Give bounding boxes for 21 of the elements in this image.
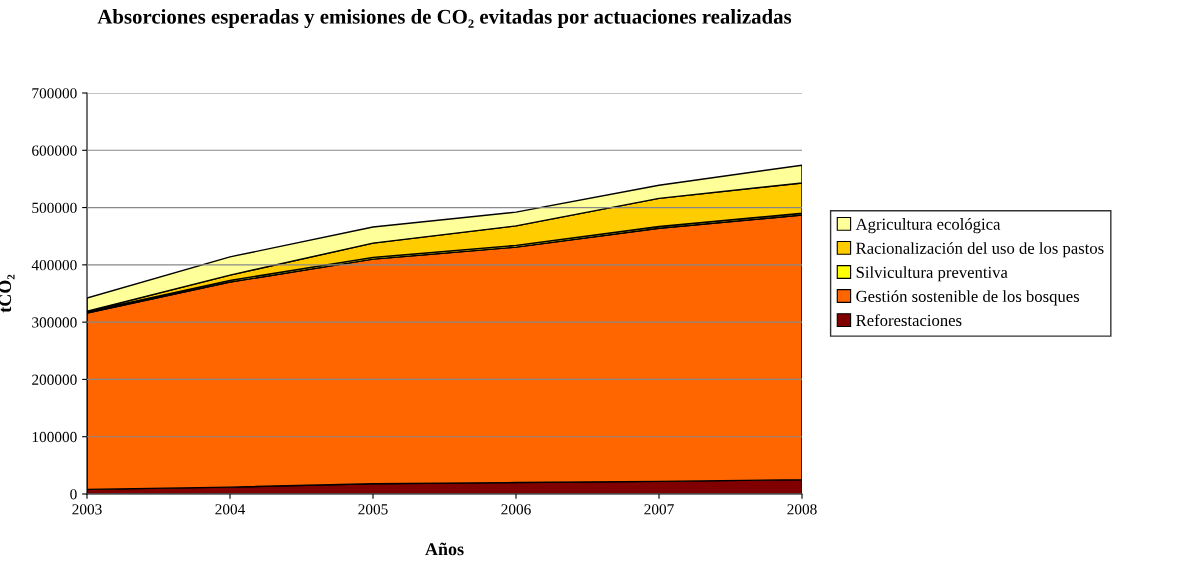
y-tick-label: 300000 [32, 317, 77, 328]
x-tick-label: 2008 [787, 504, 817, 515]
legend-label: Silvicultura preventiva [856, 266, 1008, 282]
y-tick-label: 400000 [31, 260, 77, 271]
y-tick-label: 100000 [32, 431, 77, 443]
x-tick-label: 2006 [501, 504, 531, 515]
y-tick-label: 700000 [32, 88, 77, 99]
x-tick-label: 2004 [215, 504, 246, 515]
x-tick-label: 2007 [644, 504, 674, 515]
y-tick-label: 0 [70, 489, 77, 500]
y-tick-label: 600000 [32, 145, 77, 156]
x-axis-title: Años [425, 542, 464, 556]
chart-title: Absorciones esperadas y emisiones de CO₂ evitadas por actuaciones realizadas [97, 9, 792, 29]
legend-label: Reforestaciones [856, 314, 962, 327]
x-tick-label: 2005 [358, 504, 388, 515]
x-tick-label: 2003 [72, 504, 102, 515]
legend-label: Gestión sostenible de los bosques [856, 290, 1080, 306]
legend-label: Agricultura ecológica [855, 218, 1001, 234]
y-tick-label: 200000 [32, 374, 77, 385]
y-tick-label: 500000 [32, 202, 77, 214]
legend-label: Racionalización del uso de los pastos [856, 242, 1104, 258]
